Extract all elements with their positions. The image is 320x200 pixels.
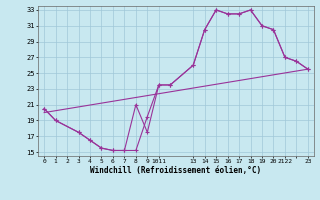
X-axis label: Windchill (Refroidissement éolien,°C): Windchill (Refroidissement éolien,°C) [91, 166, 261, 175]
